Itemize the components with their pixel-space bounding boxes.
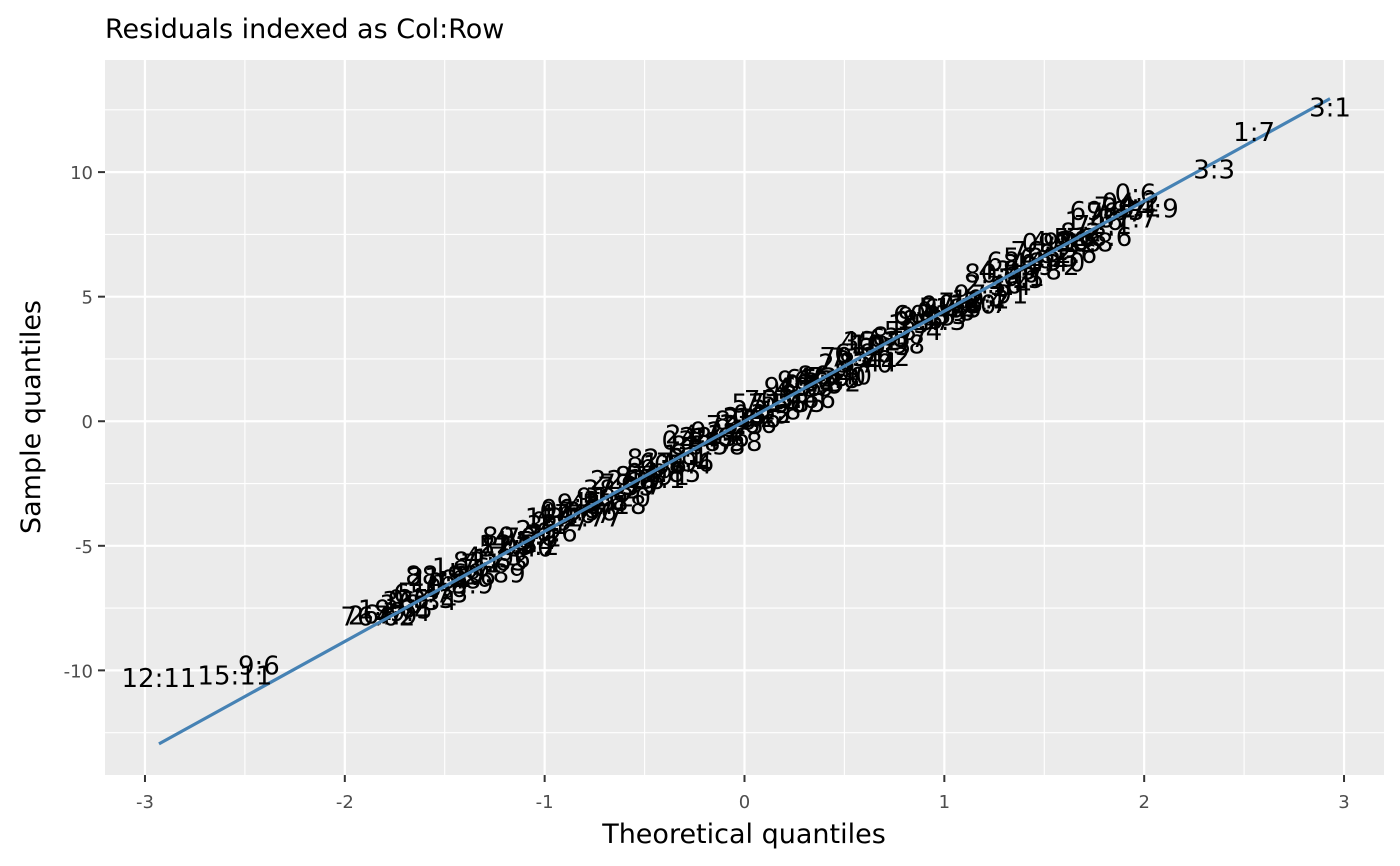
point-label-15-11: 15:11 <box>197 661 272 691</box>
point-index-label: 04:5 <box>733 400 791 430</box>
x-axis-title: Theoretical quantiles <box>601 819 886 850</box>
point-index-label: 1:66 <box>691 423 749 453</box>
point-index-label: 16:7 <box>950 290 1008 320</box>
point-index-label: 1:87 <box>759 397 817 427</box>
x-tick-label: 2 <box>1138 792 1149 813</box>
point-index-label: 96:2 <box>777 366 835 396</box>
point-index-label: 10:4 <box>411 568 469 598</box>
point-index-label: 3:8 <box>379 590 421 620</box>
x-tick-label: 3 <box>1338 792 1349 813</box>
point-index-label: 7:3 <box>829 344 871 374</box>
point-index-label: 5:15 <box>986 265 1044 295</box>
point-index-label: 1:96 <box>472 544 530 574</box>
point-index-label: 09:2 <box>501 532 559 562</box>
point-index-label: 0:60 <box>938 291 996 321</box>
x-tick-label: 1 <box>939 792 950 813</box>
point-index-label: 09:2 <box>1021 252 1079 282</box>
point-index-label: 89:70 <box>482 522 557 552</box>
point-index-label: 9:59 <box>557 489 615 519</box>
y-axis: -10 -5 0 5 10 <box>64 163 105 682</box>
plot-title: Residuals indexed as Col:Row <box>105 14 504 45</box>
point-index-label: 21:5 <box>408 563 466 593</box>
point-index-label: 6:7 <box>363 601 405 631</box>
point-index-label: 9:9 <box>452 570 494 600</box>
point-index-label: 58:4 <box>884 317 942 347</box>
point-index-label: 4:20 <box>1031 227 1089 257</box>
point-index-label: 99:8 <box>1043 229 1101 259</box>
named-point-labels: 12:11 15:119:6 1:7 3:1 3:3 <box>121 93 1350 694</box>
point-index-label: 1:46 <box>1065 207 1123 237</box>
point-index-label: 2:9 <box>516 516 558 546</box>
point-index-label: 5:4 <box>990 272 1032 302</box>
x-tick-label: -1 <box>536 792 554 813</box>
point-index-label: 11:5 <box>479 530 537 560</box>
point-index-label: 76:7 <box>1086 198 1144 228</box>
y-axis-title: Sample quantiles <box>16 300 47 534</box>
point-index-label: 2:4 <box>963 288 1005 318</box>
point-index-label: 1:66 <box>718 410 776 440</box>
point-label-1-7: 1:7 <box>1233 118 1275 148</box>
point-index-label: 18:6 <box>1074 223 1132 253</box>
x-tick-label: 0 <box>739 792 750 813</box>
point-index-label: 24:1 <box>665 421 723 451</box>
point-index-label: 96:6 <box>764 373 822 403</box>
point-index-label: 6:95 <box>924 294 982 324</box>
point-index-label: 15:2 <box>525 504 583 534</box>
point-index-label: 76:1 <box>1010 237 1068 267</box>
point-index-label: 75:9 <box>744 386 802 416</box>
reference-line <box>158 97 1331 746</box>
point-label-3-1: 3:1 <box>1309 93 1351 123</box>
y-tick-label: 10 <box>70 163 93 184</box>
point-index-label: 76:62 <box>340 602 415 632</box>
y-tick-label: 0 <box>82 412 93 433</box>
point-index-label: 8:6 <box>714 406 756 436</box>
point-index-label: 28:3 <box>679 423 737 453</box>
x-tick-label: -3 <box>136 792 154 813</box>
point-index-label: 7:96 <box>559 497 617 527</box>
point-index-label: 1:18 <box>588 491 646 521</box>
x-tick-label: -2 <box>336 792 354 813</box>
point-index-label: 92:7 <box>690 417 748 447</box>
x-axis: -3 -2 -1 0 1 2 3 <box>136 775 1350 813</box>
point-index-label: 70:2 <box>819 343 877 373</box>
y-tick-label: -5 <box>75 537 93 558</box>
point-index-label: 7:60 <box>808 363 866 393</box>
y-tick-label: -10 <box>64 661 93 682</box>
point-label-9-6: 9:6 <box>238 651 280 681</box>
point-index-label: 43:5 <box>978 256 1036 286</box>
point-index-label: 9:95 <box>898 303 956 333</box>
y-tick-label: 5 <box>82 288 93 309</box>
point-index-label: 96:6 <box>541 495 599 525</box>
point-index-label: 38:2 <box>583 476 641 506</box>
point-label-12-11: 12:11 <box>121 664 196 694</box>
point-label-3-3: 3:3 <box>1193 156 1235 186</box>
point-index-label: 04:2 <box>1102 189 1160 219</box>
point-index-label: 51:85 <box>751 389 826 419</box>
